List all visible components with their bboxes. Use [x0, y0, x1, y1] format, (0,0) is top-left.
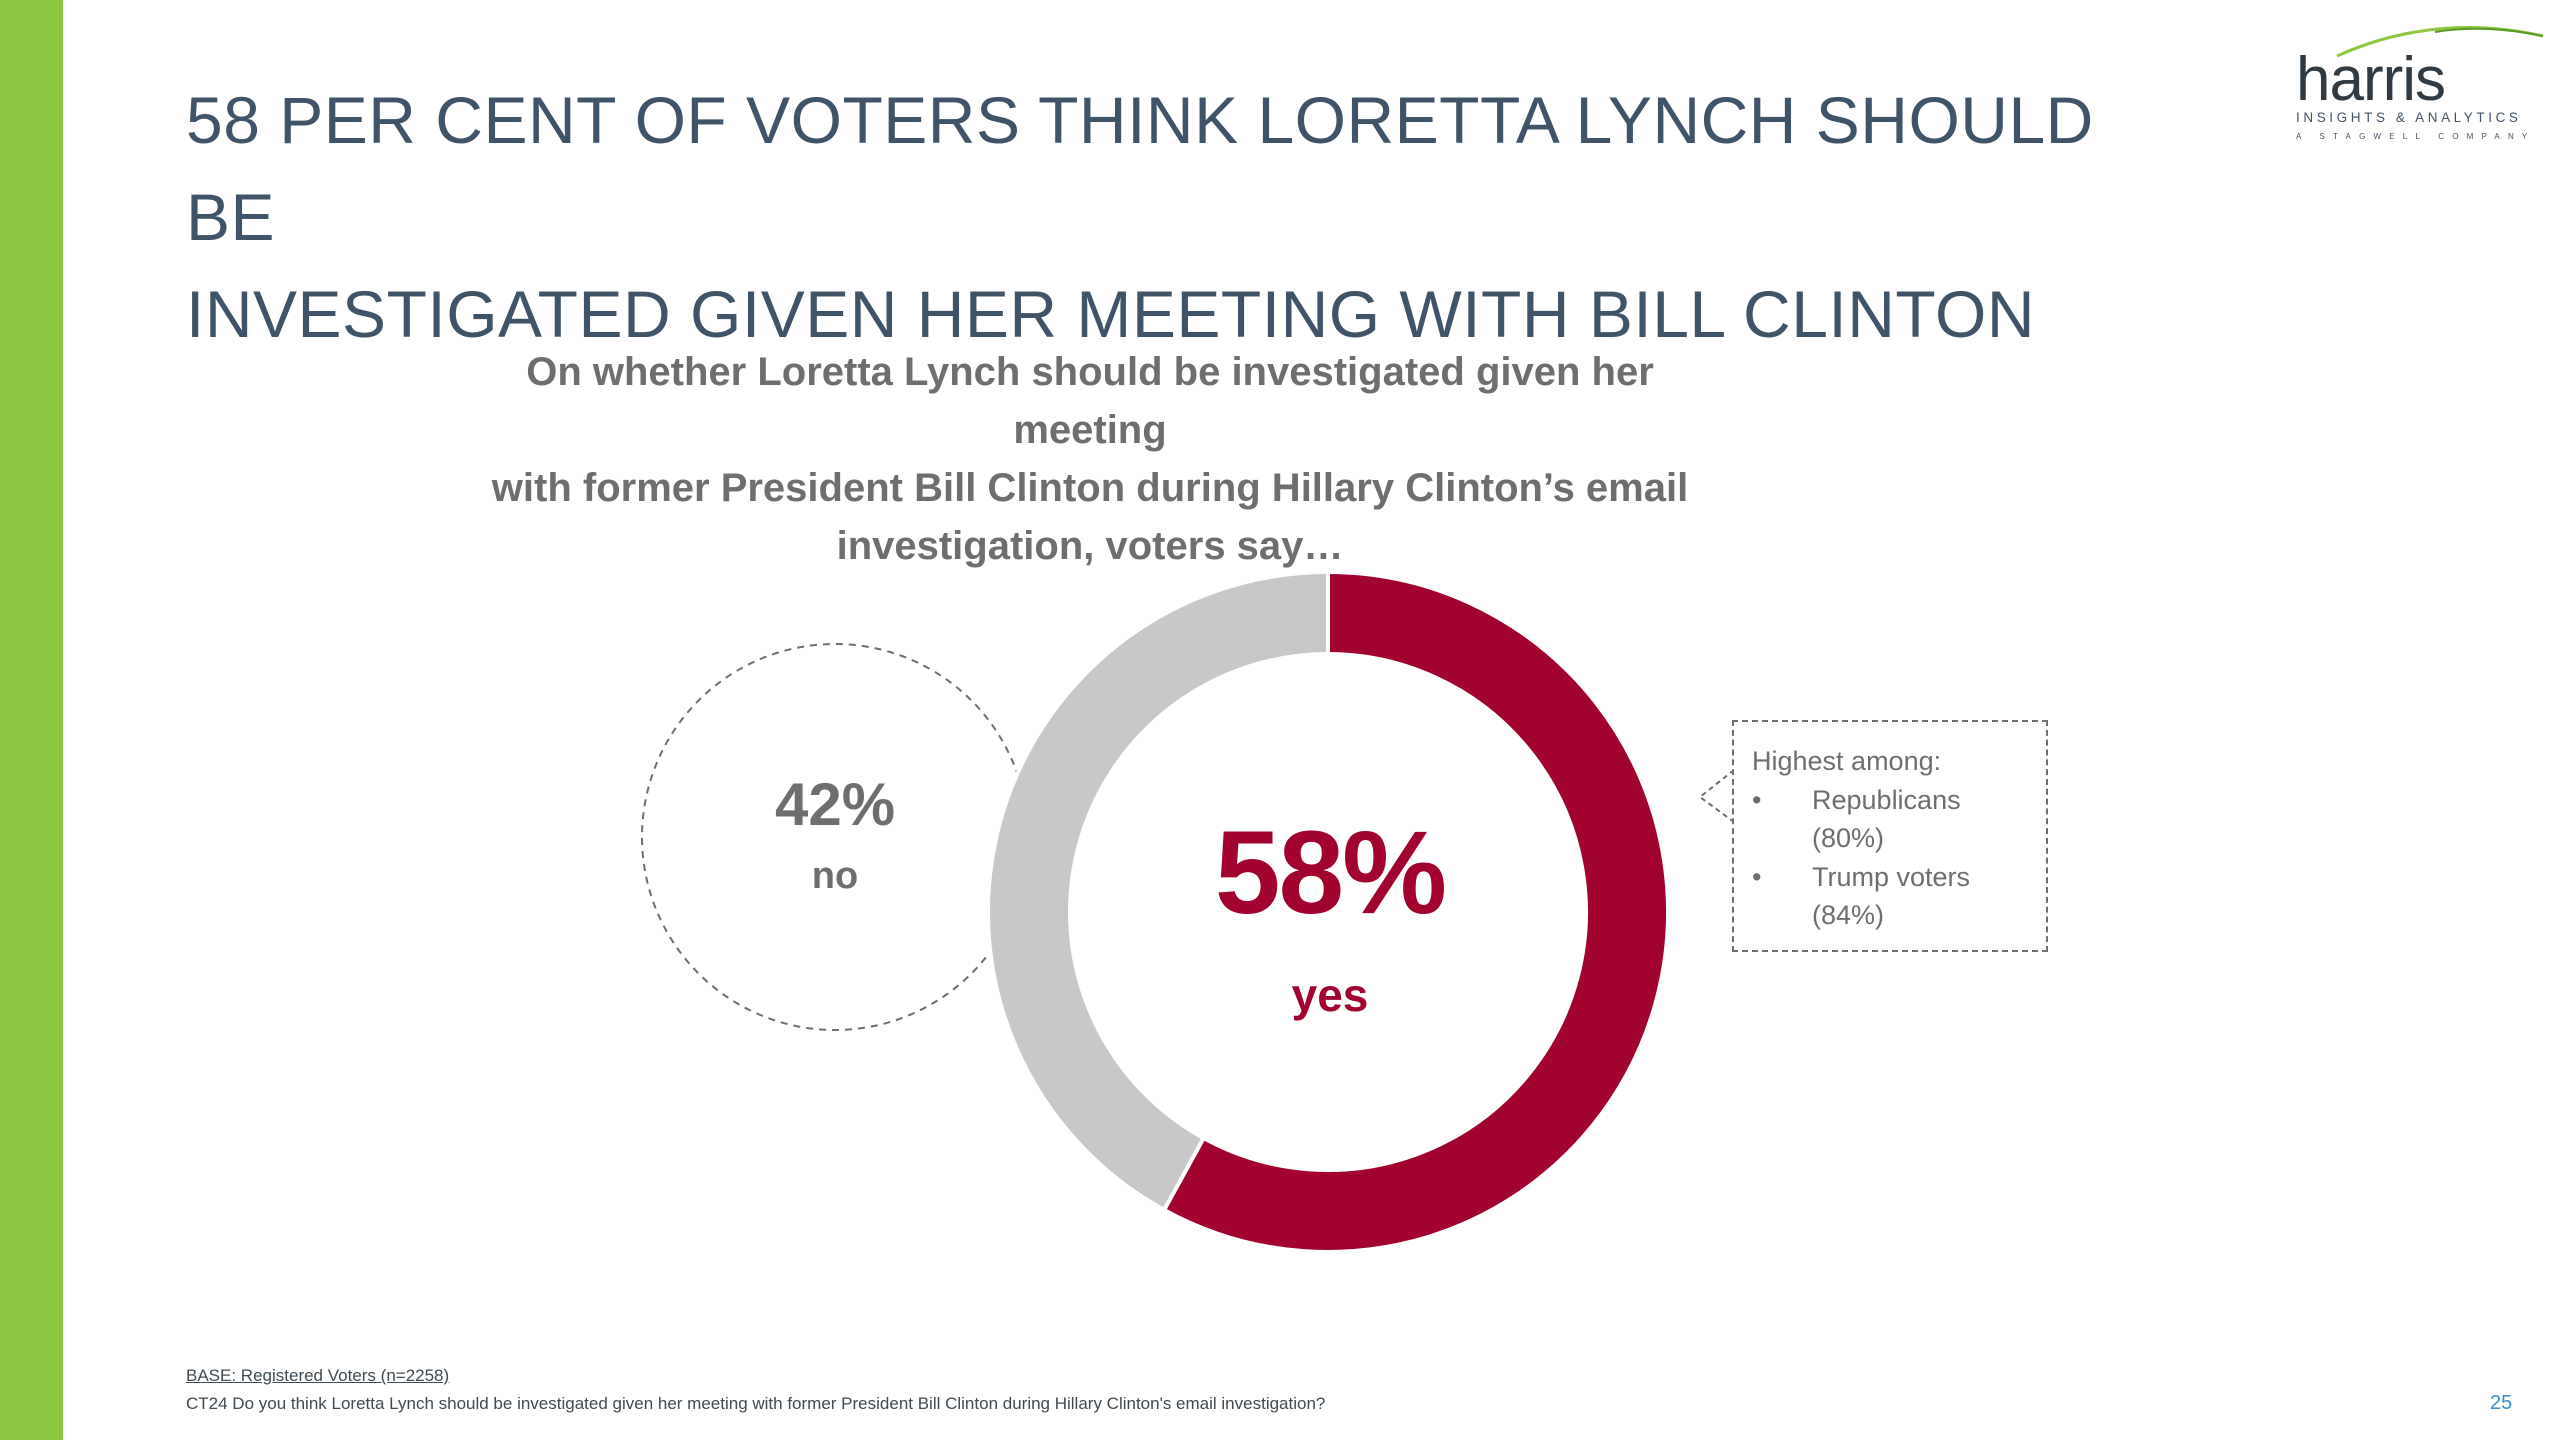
harris-logo: harris INSIGHTS & ANALYTICS A STAGWELL C… — [2285, 18, 2545, 148]
page-number: 25 — [2490, 1392, 2513, 1414]
title-line-1: 58 PER CENT OF VOTERS THINK LORETTA LYNC… — [186, 83, 2094, 254]
callout-pointer — [1698, 767, 1735, 824]
slide-title: 58 PER CENT OF VOTERS THINK LORETTA LYNC… — [186, 72, 2186, 363]
donut-slice-yes — [1161, 569, 1671, 1254]
logo-swoosh-icon — [2336, 26, 2544, 58]
yes-slice-label: yes — [1291, 969, 1369, 1021]
bullet-icon: • — [1752, 861, 1762, 892]
subtitle-line-1: On whether Loretta Lynch should be inves… — [526, 350, 1654, 452]
accent-sidebar — [0, 0, 63, 1440]
callout-item-label: Trump voters — [1812, 861, 1971, 892]
callout-item-value: (80%) — [1812, 823, 1885, 853]
callout-item-trump-voters: • Trump voters (84%) — [1752, 858, 2042, 935]
callout-list: • Republicans (80%) • Trump voters (84%) — [1752, 781, 2042, 935]
callout-item-label: Republicans — [1812, 784, 1961, 815]
chart-subtitle: On whether Loretta Lynch should be inves… — [490, 343, 1690, 575]
bullet-icon: • — [1752, 784, 1762, 815]
no-slice-value: 42% — [774, 771, 896, 838]
yes-slice-value: 58% — [1214, 807, 1447, 939]
logo-tagline: INSIGHTS & ANALYTICS — [2296, 110, 2522, 125]
callout-item-republicans: • Republicans (80%) — [1752, 781, 2042, 858]
logo-subline: A STAGWELL COMPANY — [2296, 132, 2536, 141]
callout-item-value: (84%) — [1812, 900, 1885, 930]
logo-wordmark: harris — [2296, 45, 2446, 114]
question-note: CT24 Do you think Loretta Lynch should b… — [186, 1394, 1326, 1413]
donut-slice-no — [986, 569, 1330, 1213]
callout-content: Highest among: • Republicans (80%) • Tru… — [1752, 742, 2042, 935]
base-note: BASE: Registered Voters (n=2258) — [186, 1366, 450, 1385]
subtitle-line-2: with former President Bill Clinton durin… — [491, 466, 1689, 510]
callout-heading: Highest among: — [1752, 746, 1942, 776]
subtitle-line-3: investigation, voters say… — [836, 524, 1344, 568]
callout-box — [1732, 720, 2048, 952]
no-slice-label: no — [811, 855, 859, 897]
title-line-2: INVESTIGATED GIVEN HER MEETING WITH BILL… — [186, 277, 2036, 351]
